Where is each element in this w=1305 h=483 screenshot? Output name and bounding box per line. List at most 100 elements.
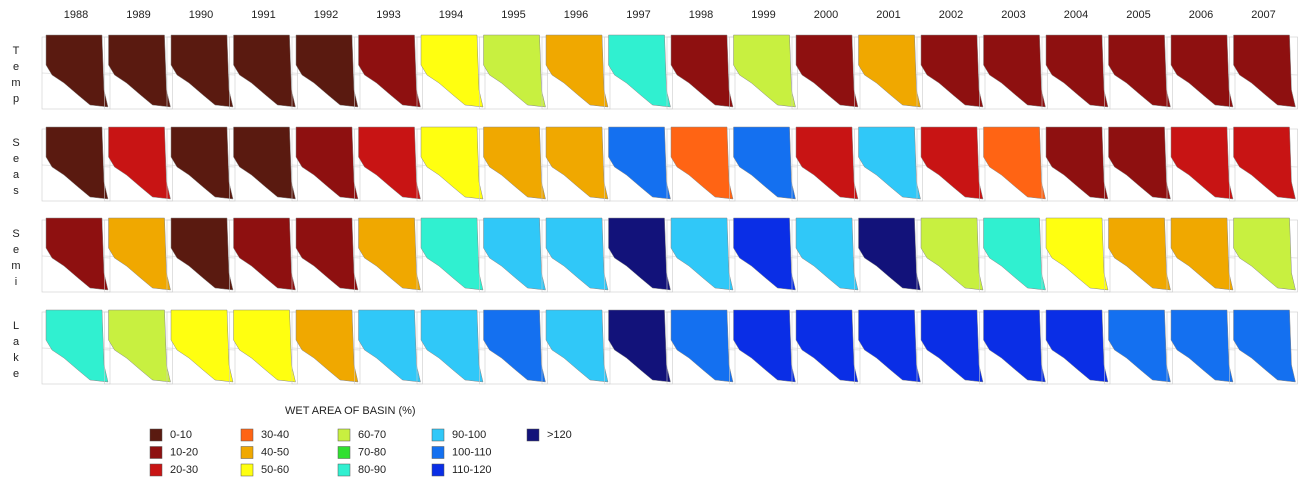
basin-map [609,127,671,199]
legend-title: WET AREA OF BASIN (%) [285,405,416,417]
basin-map [1171,310,1233,382]
year-label: 1994 [439,9,463,21]
basin-map [546,310,608,382]
basin-map [109,127,171,199]
year-label: 1995 [501,9,525,21]
legend-swatch [241,447,253,459]
basin-map [1109,218,1171,290]
basin-map [671,35,733,107]
basin-map [796,310,858,382]
basin-map [734,127,796,199]
basin-map [171,127,233,199]
year-label: 2002 [939,9,963,21]
basin-map [1109,127,1171,199]
legend-label: 90-100 [452,429,486,441]
basin-map [296,35,358,107]
figure: 1988198919901991199219931994199519961997… [0,0,1305,483]
basin-map [1171,218,1233,290]
legend-swatch [338,429,350,441]
year-label: 1993 [376,9,400,21]
legend-swatch [432,429,444,441]
legend-swatch [150,464,162,476]
basin-map [1171,35,1233,107]
basin-map [46,310,108,382]
basin-map [1046,127,1108,199]
basin-map [609,35,671,107]
basin-map [734,218,796,290]
year-label: 2007 [1251,9,1275,21]
legend-label: 110-120 [452,464,492,476]
year-label: 1998 [689,9,713,21]
basin-map [421,127,483,199]
basin-map [984,310,1046,382]
basin-map [734,35,796,107]
year-label: 2003 [1001,9,1025,21]
basin-map [671,127,733,199]
legend-swatch [150,429,162,441]
year-label: 2005 [1126,9,1150,21]
basin-map [1234,127,1296,199]
map-grid: 1988198919901991199219931994199519961997… [0,0,1305,483]
basin-map [1234,35,1296,107]
basin-map [609,218,671,290]
basin-map [1171,127,1233,199]
year-label: 2000 [814,9,838,21]
basin-map [859,127,921,199]
year-label: 1996 [564,9,588,21]
basin-map [546,35,608,107]
year-label: 1989 [126,9,150,21]
year-label: 1990 [189,9,213,21]
year-label: 1991 [251,9,275,21]
legend-swatch [338,464,350,476]
year-label: 1988 [64,9,88,21]
basin-map [171,35,233,107]
basin-map [421,218,483,290]
basin-map [46,218,108,290]
legend-swatch [527,429,539,441]
legend-swatch [150,447,162,459]
basin-map [1046,35,1108,107]
basin-map [359,35,421,107]
basin-map [484,127,546,199]
basin-map [984,127,1046,199]
row-label: Seas [8,137,22,201]
year-label: 2006 [1189,9,1213,21]
basin-map [234,218,296,290]
basin-map [859,310,921,382]
legend-label: 40-50 [261,446,289,458]
basin-map [1046,310,1108,382]
basin-map [359,127,421,199]
legend-label: 10-20 [170,446,198,458]
basin-map [734,310,796,382]
basin-map [109,35,171,107]
year-label: 2004 [1064,9,1088,21]
legend-swatch [432,464,444,476]
basin-map [921,310,983,382]
basin-map [546,218,608,290]
basin-map [984,218,1046,290]
basin-map [234,310,296,382]
basin-map [46,35,108,107]
basin-map [671,218,733,290]
basin-map [171,310,233,382]
basin-map [296,310,358,382]
basin-map [296,218,358,290]
basin-map [609,310,671,382]
basin-map [484,218,546,290]
basin-map [1046,218,1108,290]
legend-label: 60-70 [358,429,386,441]
legend-swatch [241,464,253,476]
year-label: 1992 [314,9,338,21]
legend-swatch [241,429,253,441]
legend-swatch [432,447,444,459]
basin-map [359,218,421,290]
basin-map [234,127,296,199]
legend-label: 0-10 [170,429,192,441]
basin-map [296,127,358,199]
legend-label: 50-60 [261,464,289,476]
basin-map [921,218,983,290]
row-label: Semi [8,228,22,292]
legend-label: 80-90 [358,464,386,476]
basin-map [1109,35,1171,107]
basin-map [421,310,483,382]
